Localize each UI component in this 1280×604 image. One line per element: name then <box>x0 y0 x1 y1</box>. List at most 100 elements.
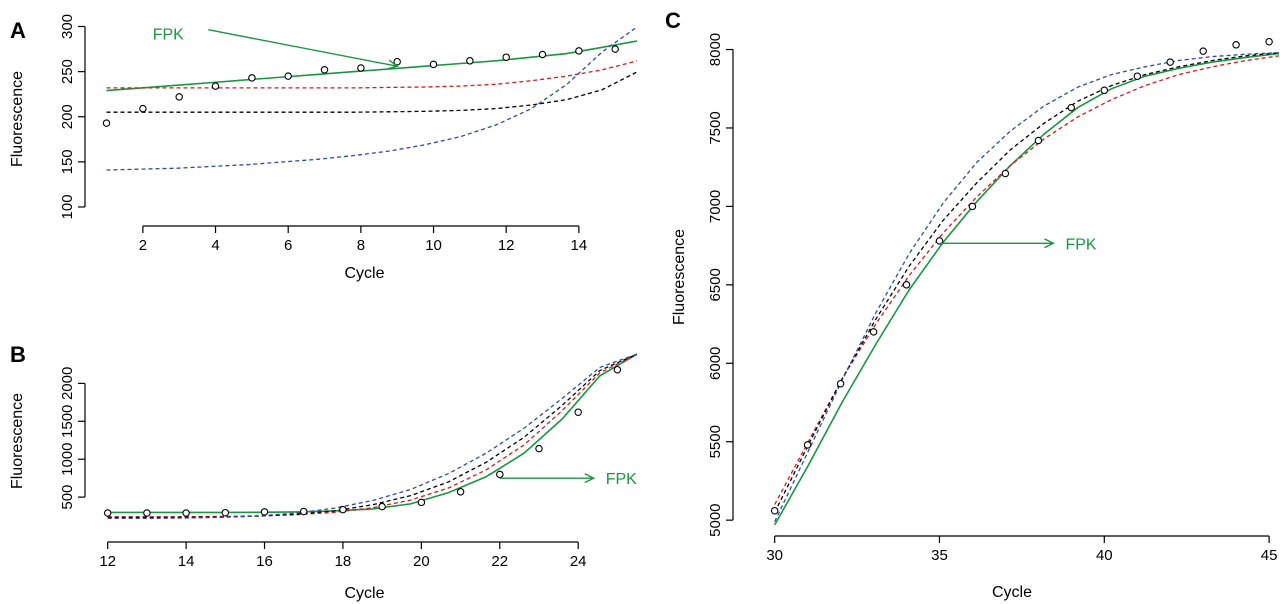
panel-c-data-point <box>1232 41 1240 49</box>
panel-a-x-tick-label: 6 <box>284 237 292 254</box>
panel-a-fit-curve-fpk <box>106 40 637 92</box>
panel-c-data-point <box>1166 58 1174 66</box>
panel-c-y-tick-label: 7000 <box>707 190 724 223</box>
panel-b-x-tick-label: 20 <box>413 553 430 570</box>
panel-b-fit-curve-model-1 <box>107 353 637 518</box>
panel-c-x-tick-label: 40 <box>1096 547 1113 564</box>
panel-c-data-point <box>1001 169 1010 178</box>
panel-c-y-tick-label: 7500 <box>707 111 724 144</box>
panel-b: B 12 14 16 18 20 22 24 500 1000 1500 2000 Cycle Fluo… <box>9 342 637 602</box>
panel-c-y-label: Fluorescence <box>671 229 688 325</box>
panel-a-data-point <box>284 72 292 80</box>
panel-b-data-point <box>456 488 465 496</box>
panel-c-data-point <box>1100 86 1109 95</box>
panel-a-y-tick-label: 150 <box>59 149 76 174</box>
panel-a-fit-curve-model-3 <box>106 26 637 171</box>
panel-a-data-point <box>466 57 474 65</box>
panel-b-x-tick-label: 22 <box>491 553 508 570</box>
panel-a-fpk-arrowhead <box>387 59 399 70</box>
panel-c-fpk-arrowhead <box>1044 238 1056 249</box>
panel-b-x-tick-label: 24 <box>570 553 587 570</box>
panel-b-x-tick-label: 16 <box>256 553 273 570</box>
panel-c-y-tick-label: 8000 <box>707 33 724 66</box>
panel-a-data-point <box>357 64 365 72</box>
panel-b-plot: 12 14 16 18 20 22 24 500 1000 1500 2000 Cycle Fluore… <box>9 353 637 602</box>
panel-c-fit-curve-fpk <box>774 52 1279 526</box>
panel-c-data-point <box>1199 47 1207 55</box>
panel-c-y-tick-label: 6500 <box>707 268 724 301</box>
panel-a-y-label: Fluorescence <box>9 71 26 167</box>
panel-b-data-point <box>417 498 426 507</box>
panel-c-x-tick-label: 45 <box>1261 547 1278 564</box>
panel-c-data-point <box>1034 136 1043 145</box>
panel-a-data-point <box>211 82 220 90</box>
panel-c-fit-curve-model-3 <box>774 52 1279 522</box>
panel-b-y-label: Fluorescence <box>9 393 26 489</box>
panel-c-data-point <box>935 237 944 245</box>
panel-a-data-point <box>429 60 438 69</box>
panel-c-x-tick-label: 35 <box>931 547 948 564</box>
panel-a-letter: A <box>10 18 26 43</box>
panel-a-x-tick-label: 4 <box>211 237 219 254</box>
panel-a-x-label: Cycle <box>344 265 384 282</box>
panel-a-data-point <box>248 74 256 82</box>
panel-b-x-tick-label: 12 <box>99 553 116 570</box>
panel-a-y-tick-label: 300 <box>59 14 76 39</box>
panel-b-fpk-label: FPK <box>606 471 637 488</box>
panel-a-fpk-label: FPK <box>153 27 184 44</box>
panel-a-data-point <box>502 53 510 61</box>
panel-c-data-point <box>770 506 779 515</box>
panel-b-y-tick-label: 2000 <box>59 367 76 400</box>
panel-a-x-tick-label: 2 <box>139 237 147 254</box>
panel-b-data-point <box>260 508 269 516</box>
panel-c-x-label: Cycle <box>992 584 1032 601</box>
panel-a-data-point <box>139 104 147 113</box>
panel-a-y-tick-label: 100 <box>59 194 76 219</box>
panel-a-x-tick-label: 12 <box>498 237 515 254</box>
panel-b-data-point <box>496 470 504 479</box>
panel-c-data-point <box>1265 37 1273 46</box>
panel-a-plot: 2 4 6 8 10 12 14 100 150 200 250 300 Cycle Fluorescen… <box>9 14 637 282</box>
panel-b-data-point <box>143 509 151 517</box>
panel-a-data-point <box>538 50 547 59</box>
panel-c-fit-curve-model-2 <box>774 52 1279 513</box>
panel-c-plot: 30 35 40 45 5000 5500 6000 6500 7000 7500 8000 Cycl… <box>671 33 1279 601</box>
panel-b-data-point <box>613 365 622 374</box>
panel-c-data-point <box>1067 103 1076 112</box>
panel-c-y-tick-label: 5000 <box>707 503 724 536</box>
panel-c: C 30 35 40 45 5000 5500 6000 6500 7000 7500 8000 Cy… <box>665 8 1279 601</box>
panel-a-data-point <box>611 45 619 53</box>
panel-a-data-point <box>320 66 329 74</box>
panel-a-x-tick-label: 8 <box>357 237 365 254</box>
panel-a-data-point <box>575 47 583 55</box>
panel-c-data-point <box>1133 72 1142 80</box>
panel-c-data-point <box>836 379 845 388</box>
panel-c-fit-curve-model-1 <box>774 55 1279 505</box>
panel-b-y-tick-label: 1000 <box>59 443 76 476</box>
panel-a-data-point <box>393 57 401 66</box>
panel-c-x-tick-label: 30 <box>766 547 783 564</box>
panel-b-y-tick-label: 500 <box>59 485 76 510</box>
panel-b-data-point <box>378 502 386 511</box>
panel-b-fit-curve-model-3 <box>107 353 637 520</box>
panel-a-y-tick-label: 200 <box>59 104 76 129</box>
panel-b-fit-curve-fpk <box>107 353 637 514</box>
panel-b-fpk-arrowhead <box>584 473 596 484</box>
panel-a-fpk-arrow <box>208 29 398 67</box>
panel-b-data-point <box>339 505 347 514</box>
panel-b-data-point <box>574 408 582 416</box>
panel-b-x-tick-label: 18 <box>335 553 352 570</box>
panel-c-letter: C <box>665 8 681 33</box>
panel-c-data-point <box>968 202 977 211</box>
panel-b-data-point <box>535 444 543 453</box>
panel-c-data-point <box>803 441 812 449</box>
panel-b-letter: B <box>10 342 26 367</box>
panel-a-data-point <box>102 119 111 127</box>
panel-a-fit-curve-model-1 <box>106 60 637 89</box>
panel-a: A 2 4 6 8 10 12 14 100 150 200 250 300 Cycle Fluoresc… <box>9 14 637 282</box>
panel-a-y-tick-label: 250 <box>59 59 76 84</box>
panel-c-fpk-label: FPK <box>1065 236 1096 253</box>
panel-b-y-tick-label: 1500 <box>59 405 76 438</box>
panel-a-x-tick-label: 10 <box>425 237 442 254</box>
panel-b-x-label: Cycle <box>344 585 384 602</box>
